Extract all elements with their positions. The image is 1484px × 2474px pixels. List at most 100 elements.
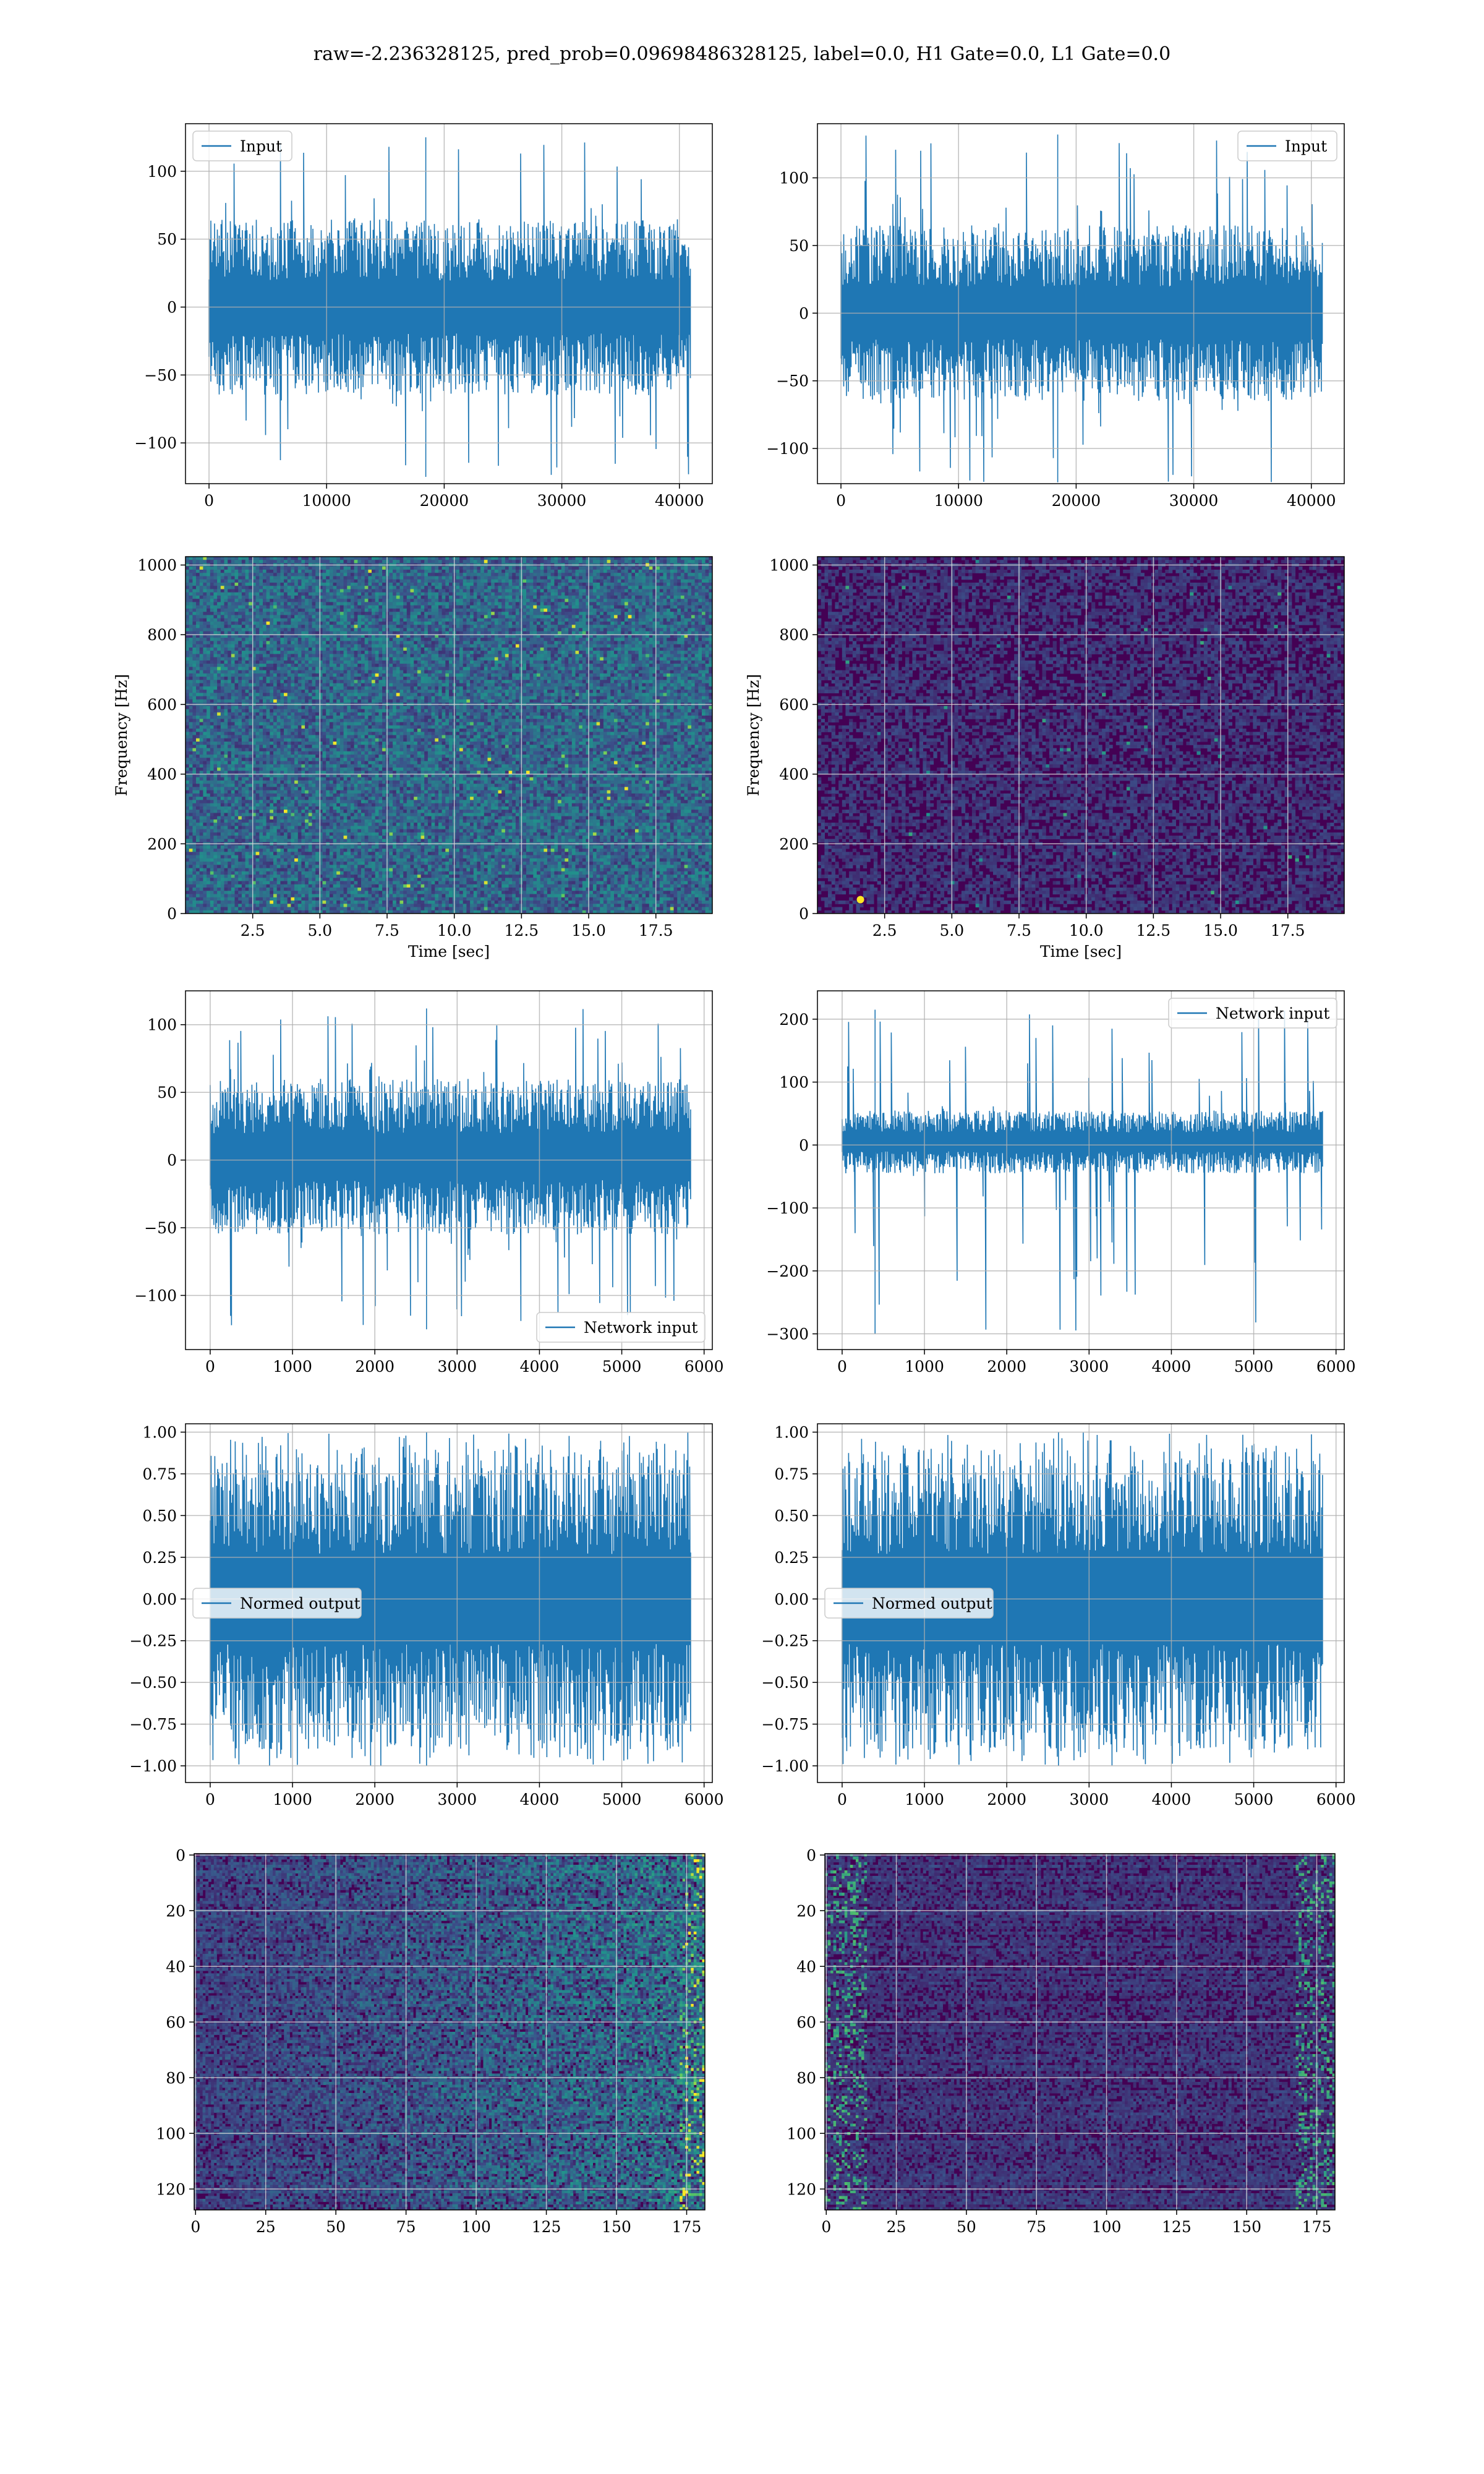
legend: Normed output [193,1588,361,1618]
y-tick-label: 20 [166,1902,186,1920]
plot-area [186,557,713,914]
legend: Network input [1169,998,1337,1028]
chart-r3c2: 0 1000 2000 3000 4000 5000 6000−300−200−100010… [766,991,1355,1376]
y-tick-label: −100 [134,434,177,452]
x-tick-label: 40000 [1287,492,1336,510]
legend-label: Network input [1216,1004,1329,1022]
y-tick-label: 0.25 [774,1549,809,1567]
y-tick-label: −200 [766,1262,809,1280]
x-tick-label: 1000 [905,1791,944,1808]
y-tick-label: 80 [796,2069,816,2087]
x-tick-label: 2.5 [241,922,265,940]
y-tick-label: 80 [166,2069,186,2087]
y-tick-label: 1000 [769,557,809,575]
x-tick-label: 75 [396,2218,416,2236]
x-axis-label: Time [sec] [1040,943,1122,961]
y-tick-label: 800 [147,626,177,644]
y-tick-label: 100 [156,2125,186,2142]
x-tick-label: 2.5 [872,922,897,940]
y-tick-label: −300 [766,1325,809,1343]
x-tick-label: 25 [256,2218,276,2236]
x-tick-label: 15.0 [571,922,606,940]
x-tick-label: 5000 [1234,1358,1274,1376]
chart-r2c1: 2.5 5.0 7.5 10.0 12.5 15.0 17.5020040060080010… [113,557,713,961]
x-tick-label: 50 [326,2218,346,2236]
plot-background [817,991,1344,1350]
y-tick-label: 40 [166,1958,186,1975]
x-tick-label: 10.0 [437,922,472,940]
x-tick-label: 2000 [987,1791,1026,1808]
y-tick-label: 600 [147,696,177,714]
x-tick-label: 0 [836,492,846,510]
x-tick-label: 125 [532,2218,561,2236]
x-tick-label: 0 [204,492,214,510]
plot-area [817,991,1344,1350]
x-tick-label: 30000 [1169,492,1219,510]
y-tick-label: 0 [799,905,809,923]
x-tick-label: 15.0 [1203,922,1238,940]
y-tick-label: 50 [157,1084,177,1102]
y-tick-label: 100 [787,2125,816,2142]
y-tick-label: 0 [799,304,809,322]
chart-r2c2: 2.5 5.0 7.5 10.0 12.5 15.0 17.5020040060080010… [744,557,1345,961]
x-tick-label: 4000 [1152,1791,1192,1808]
y-tick-label: 1000 [137,557,177,575]
y-tick-label: 0.00 [142,1590,177,1608]
x-tick-label: 3000 [438,1358,477,1376]
legend: Network input [537,1312,705,1342]
chart-r4c2: 0 1000 2000 3000 4000 5000 6000−1.00−0.75−0.50… [761,1423,1355,1808]
y-tick-label: 400 [147,766,177,784]
x-tick-label: 12.5 [1136,922,1171,940]
y-tick-label: 200 [147,835,177,853]
x-tick-label: 5000 [1234,1791,1274,1808]
x-tick-label: 6000 [1316,1791,1356,1808]
y-tick-label: −50 [776,372,809,390]
y-tick-label: 400 [779,766,809,784]
y-tick-label: 0.50 [774,1507,809,1525]
x-tick-label: 0 [205,1358,215,1376]
x-tick-label: 0 [190,2218,200,2236]
x-tick-label: 25 [887,2218,906,2236]
y-tick-label: −100 [766,1199,809,1217]
x-tick-label: 30000 [537,492,587,510]
x-tick-label: 0 [837,1358,847,1376]
x-tick-label: 5000 [602,1358,642,1376]
x-tick-label: 20000 [1052,492,1101,510]
x-tick-label: 7.5 [1007,922,1031,940]
plot-area [186,124,712,484]
x-tick-label: 100 [461,2218,491,2236]
x-tick-label: 0 [837,1791,847,1808]
y-tick-label: 60 [796,2013,816,2031]
y-tick-label: −1.00 [129,1757,177,1775]
y-tick-label: 1.00 [774,1423,809,1441]
y-tick-label: 0.50 [142,1507,177,1525]
y-axis-label: Frequency [Hz] [113,674,130,797]
legend-label: Input [1285,137,1327,155]
y-tick-label: −0.25 [129,1632,177,1650]
y-tick-label: 100 [779,169,809,187]
plot-area [194,1854,706,2211]
y-tick-label: −0.50 [129,1674,177,1692]
x-tick-label: 75 [1026,2218,1046,2236]
y-tick-label: −0.25 [761,1632,809,1650]
y-tick-label: 0 [167,1152,177,1170]
x-tick-label: 17.5 [639,922,673,940]
heatmap-hotspot [857,896,864,903]
y-tick-label: 0.75 [142,1465,177,1483]
x-tick-label: 40000 [655,492,704,510]
x-tick-label: 1000 [905,1358,944,1376]
y-tick-label: −0.75 [761,1716,809,1734]
x-tick-label: 4000 [1152,1358,1192,1376]
x-tick-label: 6000 [1316,1358,1356,1376]
x-tick-label: 125 [1162,2218,1192,2236]
legend: Input [193,131,292,161]
y-tick-label: 0 [806,1846,816,1864]
y-tick-label: 1.00 [142,1423,177,1441]
x-tick-label: 2000 [355,1358,394,1376]
x-tick-label: 10000 [302,492,351,510]
x-tick-label: 175 [672,2218,702,2236]
x-tick-label: 3000 [1070,1791,1109,1808]
